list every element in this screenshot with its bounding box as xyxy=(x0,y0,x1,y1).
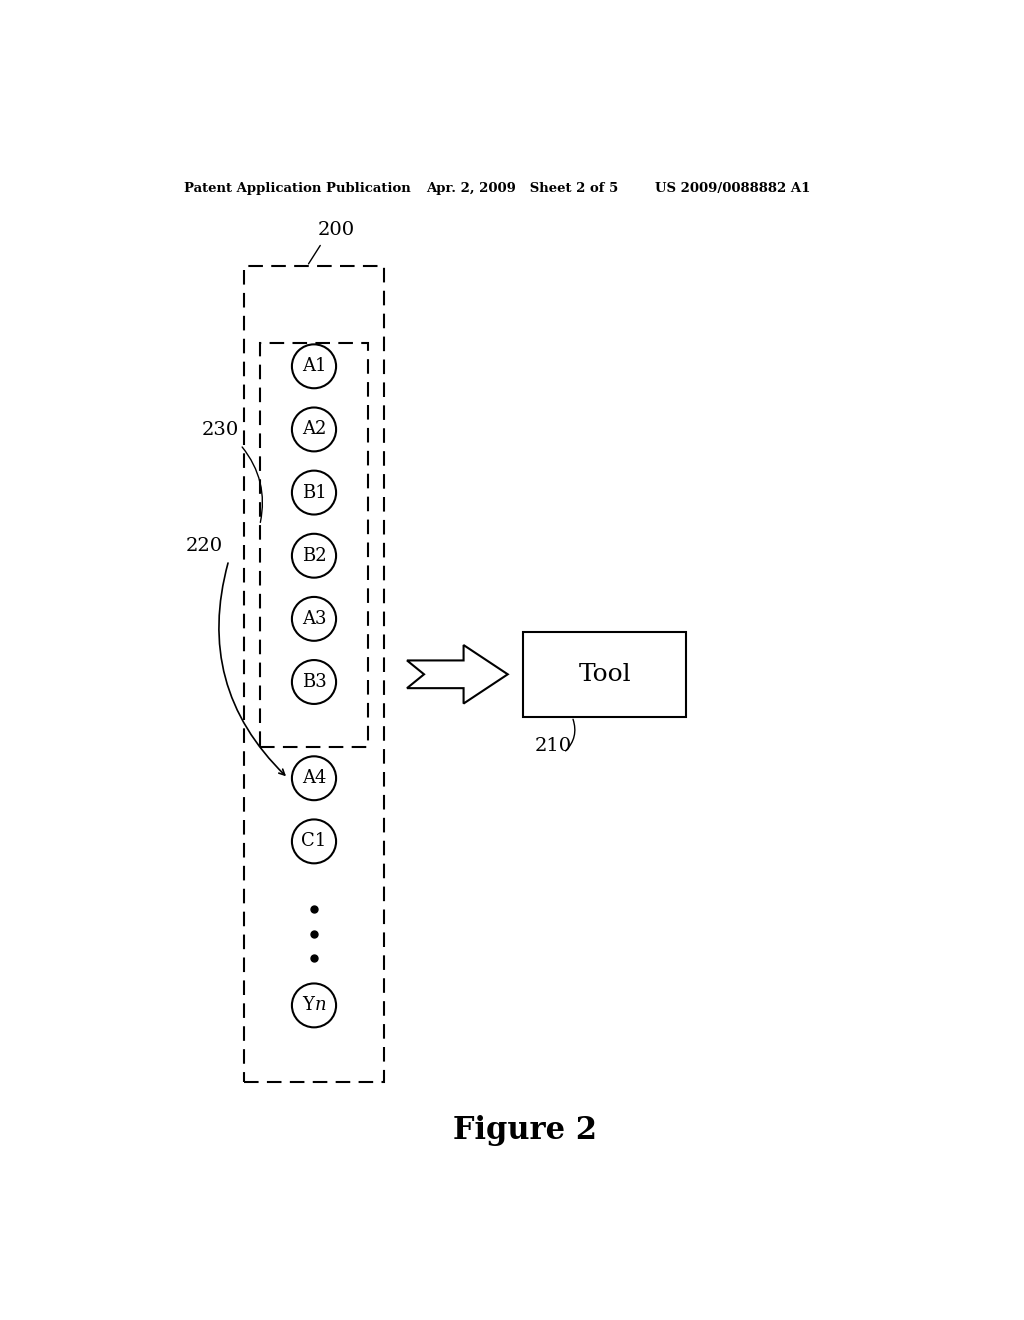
Text: 220: 220 xyxy=(186,537,223,554)
Circle shape xyxy=(292,471,336,515)
Text: A2: A2 xyxy=(302,421,327,438)
Bar xyxy=(245,267,384,1082)
Text: C1: C1 xyxy=(301,833,327,850)
Text: B2: B2 xyxy=(302,546,327,565)
Text: n: n xyxy=(314,997,327,1014)
Text: 200: 200 xyxy=(317,222,355,239)
Text: Figure 2: Figure 2 xyxy=(453,1114,597,1146)
Text: A1: A1 xyxy=(302,358,327,375)
Text: Apr. 2, 2009   Sheet 2 of 5: Apr. 2, 2009 Sheet 2 of 5 xyxy=(426,182,618,194)
Circle shape xyxy=(292,660,336,704)
Circle shape xyxy=(292,408,336,451)
Circle shape xyxy=(292,756,336,800)
Circle shape xyxy=(292,597,336,640)
Circle shape xyxy=(292,983,336,1027)
Text: A4: A4 xyxy=(302,770,327,787)
Circle shape xyxy=(292,820,336,863)
Text: 230: 230 xyxy=(202,421,239,440)
Circle shape xyxy=(292,345,336,388)
Text: B1: B1 xyxy=(302,483,327,502)
Text: US 2009/0088882 A1: US 2009/0088882 A1 xyxy=(655,182,810,194)
Bar xyxy=(523,632,686,717)
Text: B3: B3 xyxy=(302,673,327,690)
Text: 210: 210 xyxy=(535,737,572,755)
Text: A3: A3 xyxy=(302,610,327,628)
Text: Y: Y xyxy=(302,997,314,1014)
Polygon shape xyxy=(407,645,508,704)
Text: Tool: Tool xyxy=(579,663,631,686)
Bar xyxy=(260,343,369,747)
Text: Patent Application Publication: Patent Application Publication xyxy=(183,182,411,194)
Circle shape xyxy=(292,533,336,578)
